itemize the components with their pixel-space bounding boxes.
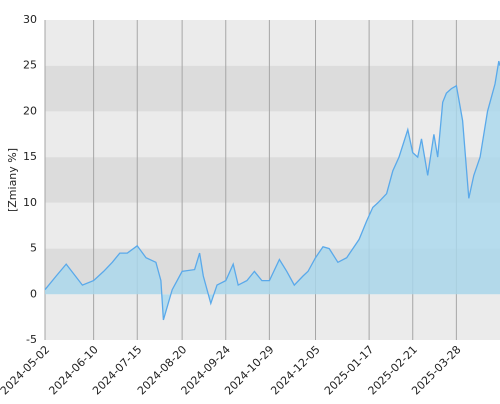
- x-tick-label: 2024-12-05: [268, 343, 322, 397]
- y-tick-label: 0: [30, 287, 37, 300]
- band: [45, 65, 500, 112]
- y-tick-label: 10: [23, 196, 37, 209]
- x-tick-label: 2024-05-02: [0, 343, 52, 397]
- area: [45, 61, 500, 320]
- y-tick-label: 20: [23, 104, 37, 117]
- band: [45, 20, 500, 66]
- y-tick-label: 15: [23, 150, 37, 163]
- y-tick-label: -5: [26, 333, 37, 346]
- line: [44, 60, 500, 321]
- y-tick-label: 30: [23, 13, 37, 26]
- y-axis-title: [Zmiany %]: [6, 148, 19, 212]
- band: [45, 111, 500, 158]
- y-tick-label: 25: [23, 59, 37, 72]
- y-tick-label: 5: [30, 242, 37, 255]
- band: [45, 294, 500, 340]
